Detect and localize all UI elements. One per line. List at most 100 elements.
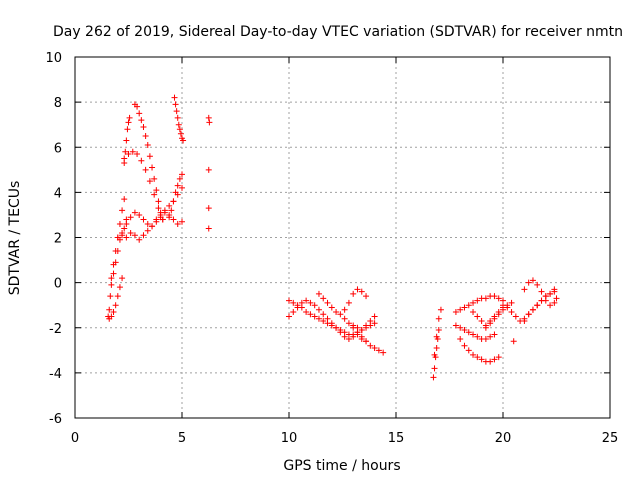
data-point [315, 315, 322, 322]
data-point [482, 295, 489, 302]
data-point [108, 281, 115, 288]
data-point [303, 297, 310, 304]
data-point [315, 306, 322, 313]
data-point [134, 103, 141, 110]
data-point [176, 126, 183, 133]
data-point [333, 308, 340, 315]
data-point [551, 286, 558, 293]
data-point [350, 333, 357, 340]
data-point [122, 148, 129, 155]
data-point [491, 293, 498, 300]
data-point [487, 320, 494, 327]
data-point [179, 184, 185, 191]
data-point [142, 132, 149, 139]
data-point [350, 322, 357, 329]
data-point [433, 345, 440, 352]
data-point [307, 299, 314, 306]
data-point [358, 327, 365, 334]
data-point [457, 306, 464, 313]
data-point [131, 232, 138, 239]
data-point [206, 119, 213, 126]
y-tick-label: 10 [45, 51, 62, 66]
data-point [320, 295, 327, 302]
data-point [337, 311, 344, 318]
data-point [478, 356, 485, 363]
series-cluster-21b [525, 286, 558, 318]
data-point [134, 151, 141, 158]
data-point [375, 347, 382, 354]
data-point [437, 306, 444, 313]
y-tick-label: 0 [54, 277, 62, 292]
data-point [125, 151, 132, 158]
data-point [538, 297, 545, 304]
data-point [478, 317, 485, 324]
data-point [174, 220, 181, 227]
data-point [180, 137, 187, 144]
data-point [142, 166, 149, 173]
data-point [110, 270, 117, 277]
series-dip-17b [431, 306, 444, 358]
data-point [175, 121, 182, 128]
series-mid-arc [121, 148, 166, 223]
data-point [470, 308, 477, 315]
data-point [151, 191, 158, 198]
data-point [140, 123, 147, 130]
series-cluster-10b [286, 297, 370, 345]
data-point [491, 315, 498, 322]
x-tick-label: 20 [495, 431, 512, 446]
data-point [435, 315, 442, 322]
data-point [110, 261, 117, 268]
data-point [179, 218, 185, 225]
y-tick-label: -2 [49, 322, 62, 337]
data-point [125, 119, 132, 126]
data-point [465, 347, 472, 354]
data-point [491, 331, 498, 338]
data-point [174, 182, 181, 189]
data-point [363, 338, 370, 345]
data-point [149, 223, 156, 230]
data-point [350, 290, 357, 297]
data-point [470, 331, 477, 338]
data-point [508, 308, 515, 315]
data-point [166, 202, 173, 209]
data-point [114, 293, 121, 300]
data-point [112, 248, 119, 255]
series-arc-18a [452, 293, 506, 315]
data-point [157, 214, 164, 221]
data-point [529, 306, 536, 313]
data-point [286, 297, 292, 304]
data-point [136, 110, 143, 117]
data-point [155, 205, 162, 212]
data-point [123, 234, 130, 241]
data-point [457, 336, 464, 343]
data-point [140, 216, 147, 223]
data-point [525, 311, 532, 318]
data-point [435, 327, 442, 334]
data-point [294, 304, 301, 311]
data-point [138, 157, 145, 164]
y-axis-label: SDTVAR / TECUs [7, 181, 23, 296]
series-late-rise [166, 171, 185, 221]
data-point [354, 286, 361, 293]
data-point [286, 313, 292, 320]
data-point [144, 141, 151, 148]
data-point [358, 333, 365, 340]
data-point [512, 313, 519, 320]
data-point [171, 94, 178, 101]
data-point [504, 304, 511, 311]
data-point [341, 315, 348, 322]
data-point [341, 333, 348, 340]
data-point [290, 299, 297, 306]
data-point [521, 286, 528, 293]
data-point [474, 354, 481, 361]
data-point [144, 227, 151, 234]
data-point [333, 324, 340, 331]
data-point [367, 342, 374, 349]
data-point [119, 275, 126, 282]
data-point [311, 313, 318, 320]
data-point [177, 130, 184, 137]
data-point [126, 114, 133, 121]
data-point [371, 320, 378, 327]
data-point [119, 232, 126, 239]
